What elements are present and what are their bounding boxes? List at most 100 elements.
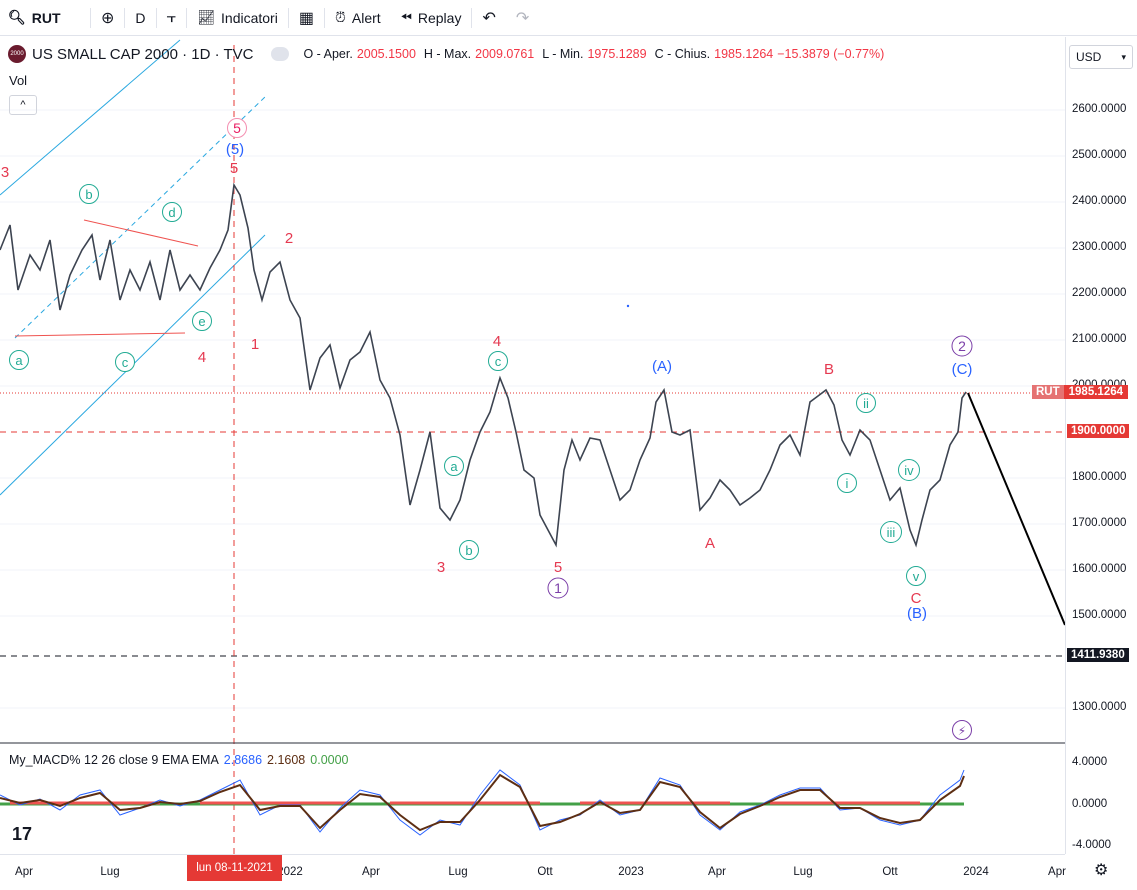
wave-label[interactable]: a bbox=[15, 353, 23, 368]
high-label: H - Max. bbox=[423, 47, 472, 61]
wave-label[interactable]: iv bbox=[904, 463, 914, 478]
wave-label[interactable]: c bbox=[122, 355, 129, 370]
price-tick: 2600.0000 bbox=[1072, 103, 1127, 115]
lightning-icon[interactable]: ⚡︎ bbox=[952, 720, 972, 740]
macd-hist-value: 0.0000 bbox=[310, 753, 349, 767]
wave-label[interactable]: 3 bbox=[1, 164, 9, 181]
symbol-label: RUT bbox=[31, 9, 61, 26]
toolbar-divider bbox=[471, 7, 473, 28]
triangle-pattern[interactable] bbox=[14, 219, 199, 337]
tradingview-logo: 17 bbox=[12, 824, 32, 844]
wave-labels-red[interactable]: 3 5 2 4 1 4 3 5 A B C bbox=[1, 160, 922, 607]
forecast-line[interactable] bbox=[967, 392, 1065, 626]
wave-label[interactable]: v bbox=[913, 569, 920, 584]
wave-label[interactable]: 4 bbox=[493, 333, 501, 350]
search-icon: 🔍︎ bbox=[8, 9, 26, 25]
open-value: 2005.1500 bbox=[356, 47, 416, 61]
wave-labels-purple[interactable]: 1 2 bbox=[547, 335, 973, 599]
symbol-search[interactable]: 🔍︎ RUT bbox=[0, 0, 90, 36]
wave-label[interactable]: c bbox=[495, 354, 502, 369]
wave-label[interactable]: 5 bbox=[230, 160, 238, 177]
wave-label[interactable]: 4 bbox=[198, 349, 206, 366]
price-tick: 2100.0000 bbox=[1072, 333, 1127, 345]
wave-label[interactable]: ii bbox=[863, 396, 869, 411]
macd-signal-value: 2.1608 bbox=[267, 753, 306, 767]
wave-labels-teal[interactable]: b d a c e c a b ii i iv iii v bbox=[9, 184, 926, 586]
macd-legend[interactable]: My_MACD% 12 26 close 9 EMA EMA 2.8686 2.… bbox=[9, 753, 349, 767]
wave-label[interactable]: C bbox=[911, 590, 922, 607]
wave-label[interactable]: 5 bbox=[233, 120, 241, 136]
time-tick: Ott bbox=[882, 866, 898, 878]
macd-tick: 4.0000 bbox=[1072, 756, 1108, 768]
price-tick: 2400.0000 bbox=[1072, 195, 1127, 207]
replay-button[interactable]: ⏪︎ Replay bbox=[391, 0, 472, 36]
price-chart[interactable]: 3 5 2 4 1 4 3 5 A B C (5) (A) (C) (B) b … bbox=[0, 37, 1065, 854]
redo-button[interactable]: ↷ bbox=[506, 0, 539, 36]
last-price-tag[interactable]: RUT 1985.1264 bbox=[1032, 385, 1129, 399]
layout-button[interactable]: ▦ bbox=[289, 0, 324, 36]
wave-label[interactable]: (5) bbox=[226, 141, 244, 158]
wave-label[interactable]: b bbox=[85, 187, 92, 202]
close-value: 1985.1264 bbox=[714, 47, 774, 61]
chevron-down-icon: ▾ bbox=[1121, 51, 1126, 62]
legend-title[interactable]: US SMALL CAP 2000 · 1D · TVC bbox=[32, 45, 254, 63]
wave-label[interactable]: iii bbox=[887, 525, 896, 540]
wave-label[interactable]: (B) bbox=[907, 605, 927, 622]
plus-circle-icon: ⊕ bbox=[101, 9, 115, 27]
wave-label[interactable]: b bbox=[465, 543, 472, 558]
compare-add-button[interactable]: ⊕ bbox=[91, 0, 124, 36]
settings-gear-icon[interactable]: ⚙︎ bbox=[1094, 862, 1109, 879]
time-tick: Apr bbox=[1048, 866, 1066, 878]
wave-label[interactable]: i bbox=[846, 476, 849, 491]
wave-labels-pink[interactable]: 5 bbox=[227, 118, 247, 138]
alert-button[interactable]: ⏰︎ Alert bbox=[325, 0, 391, 36]
chart-type-button[interactable]: ⫟ bbox=[157, 0, 187, 36]
wave-label[interactable]: e bbox=[198, 314, 205, 329]
legend-options-toggle[interactable] bbox=[271, 47, 290, 61]
macd-line bbox=[0, 769, 965, 836]
change-value: −15.3879 (−0.77%) bbox=[777, 47, 885, 61]
time-tick: 2022 bbox=[277, 866, 303, 878]
wave-label[interactable]: 1 bbox=[251, 336, 259, 353]
currency-select[interactable]: USD ▾ bbox=[1069, 45, 1133, 69]
wave-label[interactable]: a bbox=[450, 459, 458, 474]
indicators-button[interactable]: 📈︎ Indicatori bbox=[187, 0, 288, 36]
wave-label[interactable]: 2 bbox=[285, 230, 293, 247]
alarm-clock-icon: ⏰︎ bbox=[334, 9, 346, 25]
wave-label[interactable]: A bbox=[705, 535, 715, 552]
time-tick: Apr bbox=[708, 866, 726, 878]
macd-title: My_MACD% 12 26 close 9 EMA EMA bbox=[9, 753, 219, 767]
chevron-up-icon: ^ bbox=[20, 99, 26, 111]
bar-chart-icon: ⫟ bbox=[166, 8, 177, 26]
trend-channel[interactable] bbox=[0, 39, 266, 496]
open-label: O - Aper. bbox=[303, 47, 353, 61]
wave-label[interactable]: 2 bbox=[958, 338, 966, 354]
wave-label[interactable]: 5 bbox=[554, 559, 562, 576]
level-1411-tag[interactable]: 1411.9380 bbox=[1067, 648, 1129, 662]
undo-button[interactable]: ↶ bbox=[472, 0, 505, 36]
alert-label: Alert bbox=[351, 9, 381, 26]
interval-button[interactable]: D bbox=[125, 0, 155, 36]
wave-label[interactable]: 3 bbox=[437, 559, 445, 576]
price-tick: 2300.0000 bbox=[1072, 241, 1127, 253]
wave-label[interactable]: d bbox=[168, 205, 175, 220]
wave-label[interactable]: (C) bbox=[952, 361, 973, 378]
level-1900-tag[interactable]: 1900.0000 bbox=[1067, 424, 1130, 438]
wave-circle: a bbox=[444, 456, 464, 476]
wave-label[interactable]: B bbox=[824, 361, 834, 378]
price-tick: 1800.0000 bbox=[1072, 471, 1127, 483]
chart-legend: 2000 US SMALL CAP 2000 · 1D · TVC O - Ap… bbox=[8, 45, 884, 63]
toolbar-divider bbox=[155, 7, 157, 28]
collapse-legend-button[interactable]: ^ bbox=[9, 95, 37, 115]
price-axis[interactable]: 2600.0000 2500.0000 2400.0000 2300.0000 … bbox=[1065, 37, 1137, 854]
time-axis[interactable] bbox=[0, 854, 1065, 890]
time-tick: Lug bbox=[793, 866, 813, 878]
wave-label[interactable]: 1 bbox=[554, 580, 562, 596]
wave-labels-blue[interactable]: (5) (A) (C) (B) bbox=[226, 141, 973, 622]
toolbar-divider bbox=[124, 7, 126, 28]
wave-label[interactable]: (A) bbox=[652, 358, 672, 375]
toolbar-divider bbox=[186, 7, 188, 28]
macd-signal-line bbox=[0, 773, 965, 832]
time-tick: Apr bbox=[362, 866, 380, 878]
volume-legend[interactable]: Vol bbox=[9, 73, 28, 88]
